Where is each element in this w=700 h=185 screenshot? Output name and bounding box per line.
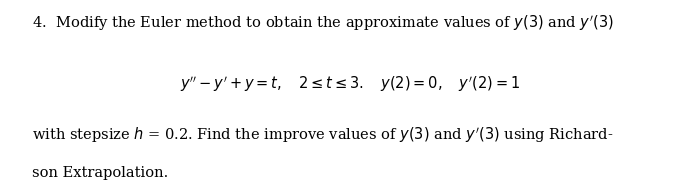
- Text: $y'' - y' + y = t, \quad 2 \leq t \leq 3. \quad y(2) = 0, \quad y'(2) = 1$: $y'' - y' + y = t, \quad 2 \leq t \leq 3…: [180, 74, 520, 94]
- Text: 4.  Modify the Euler method to obtain the approximate values of $y(3)$ and $y'(3: 4. Modify the Euler method to obtain the…: [32, 13, 613, 33]
- Text: son Extrapolation.: son Extrapolation.: [32, 166, 168, 181]
- Text: with stepsize $h$ = 0.2. Find the improve values of $y(3)$ and $y'(3)$ using Ric: with stepsize $h$ = 0.2. Find the improv…: [32, 126, 613, 145]
